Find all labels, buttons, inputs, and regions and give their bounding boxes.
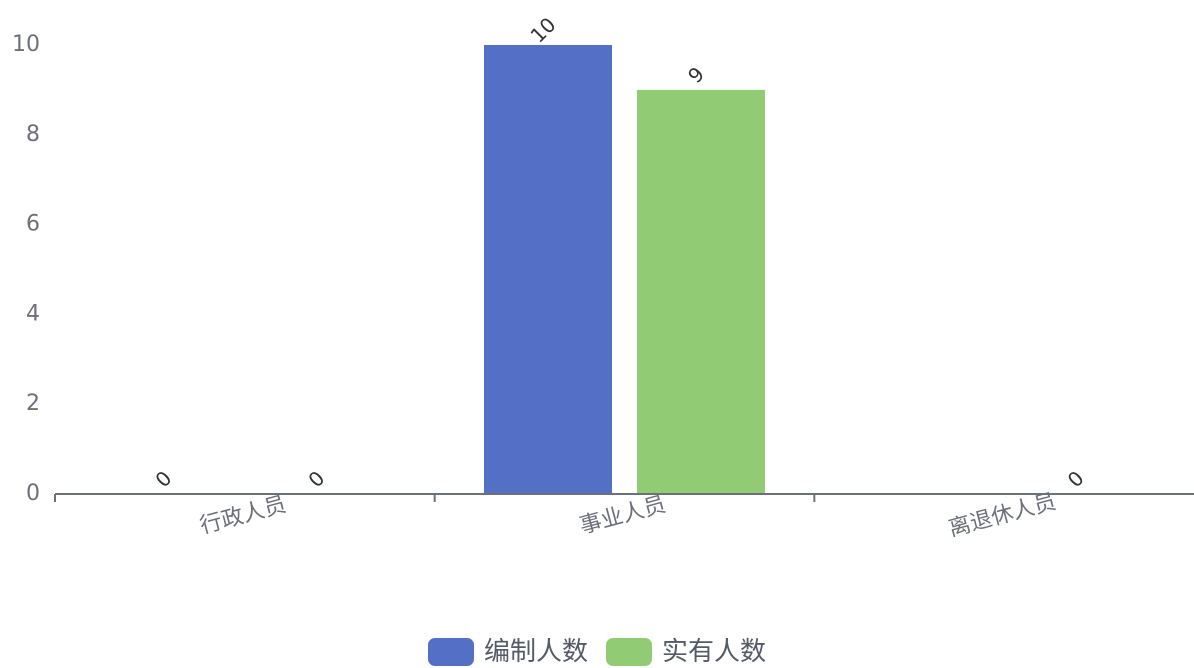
legend: 编制人数 实有人数 xyxy=(0,636,1194,668)
legend-label: 编制人数 xyxy=(483,637,588,667)
legend-item-series-0[interactable]: 编制人数 xyxy=(427,637,588,667)
legend-swatch xyxy=(606,638,652,666)
data-labels-layer: 0 0 10 9 0 xyxy=(150,13,1088,492)
y-tick-label: 8 xyxy=(26,122,40,147)
bar-value-label: 10 xyxy=(526,13,561,48)
legend-item-series-1[interactable]: 实有人数 xyxy=(606,638,766,666)
bar-value-label: 0 xyxy=(1063,466,1089,492)
x-tick-label: 事业人员 xyxy=(577,492,668,539)
y-tick-label: 6 xyxy=(26,212,40,237)
x-tick-label: 行政人员 xyxy=(197,492,288,539)
x-axis: 行政人员 事业人员 离退休人员 xyxy=(54,489,1194,542)
bars-layer xyxy=(484,45,765,495)
y-axis: 0 2 4 6 8 10 xyxy=(12,32,40,506)
bar-value-label: 0 xyxy=(303,466,329,492)
y-tick-label: 2 xyxy=(26,391,40,416)
y-tick-label: 10 xyxy=(12,32,40,57)
y-tick-label: 4 xyxy=(26,301,40,326)
x-tick-label: 离退休人员 xyxy=(946,489,1059,542)
y-tick-label: 0 xyxy=(26,481,40,506)
bar-value-label: 0 xyxy=(150,466,176,492)
bar[interactable] xyxy=(637,89,765,495)
bar-value-label: 9 xyxy=(683,62,709,88)
legend-swatch xyxy=(427,638,474,666)
legend-label: 实有人数 xyxy=(662,637,767,667)
bar[interactable] xyxy=(484,45,612,494)
chart-canvas: 0 2 4 6 8 10 0 0 10 9 0 行政人员 事业人员 离退休人员 xyxy=(12,13,1194,542)
